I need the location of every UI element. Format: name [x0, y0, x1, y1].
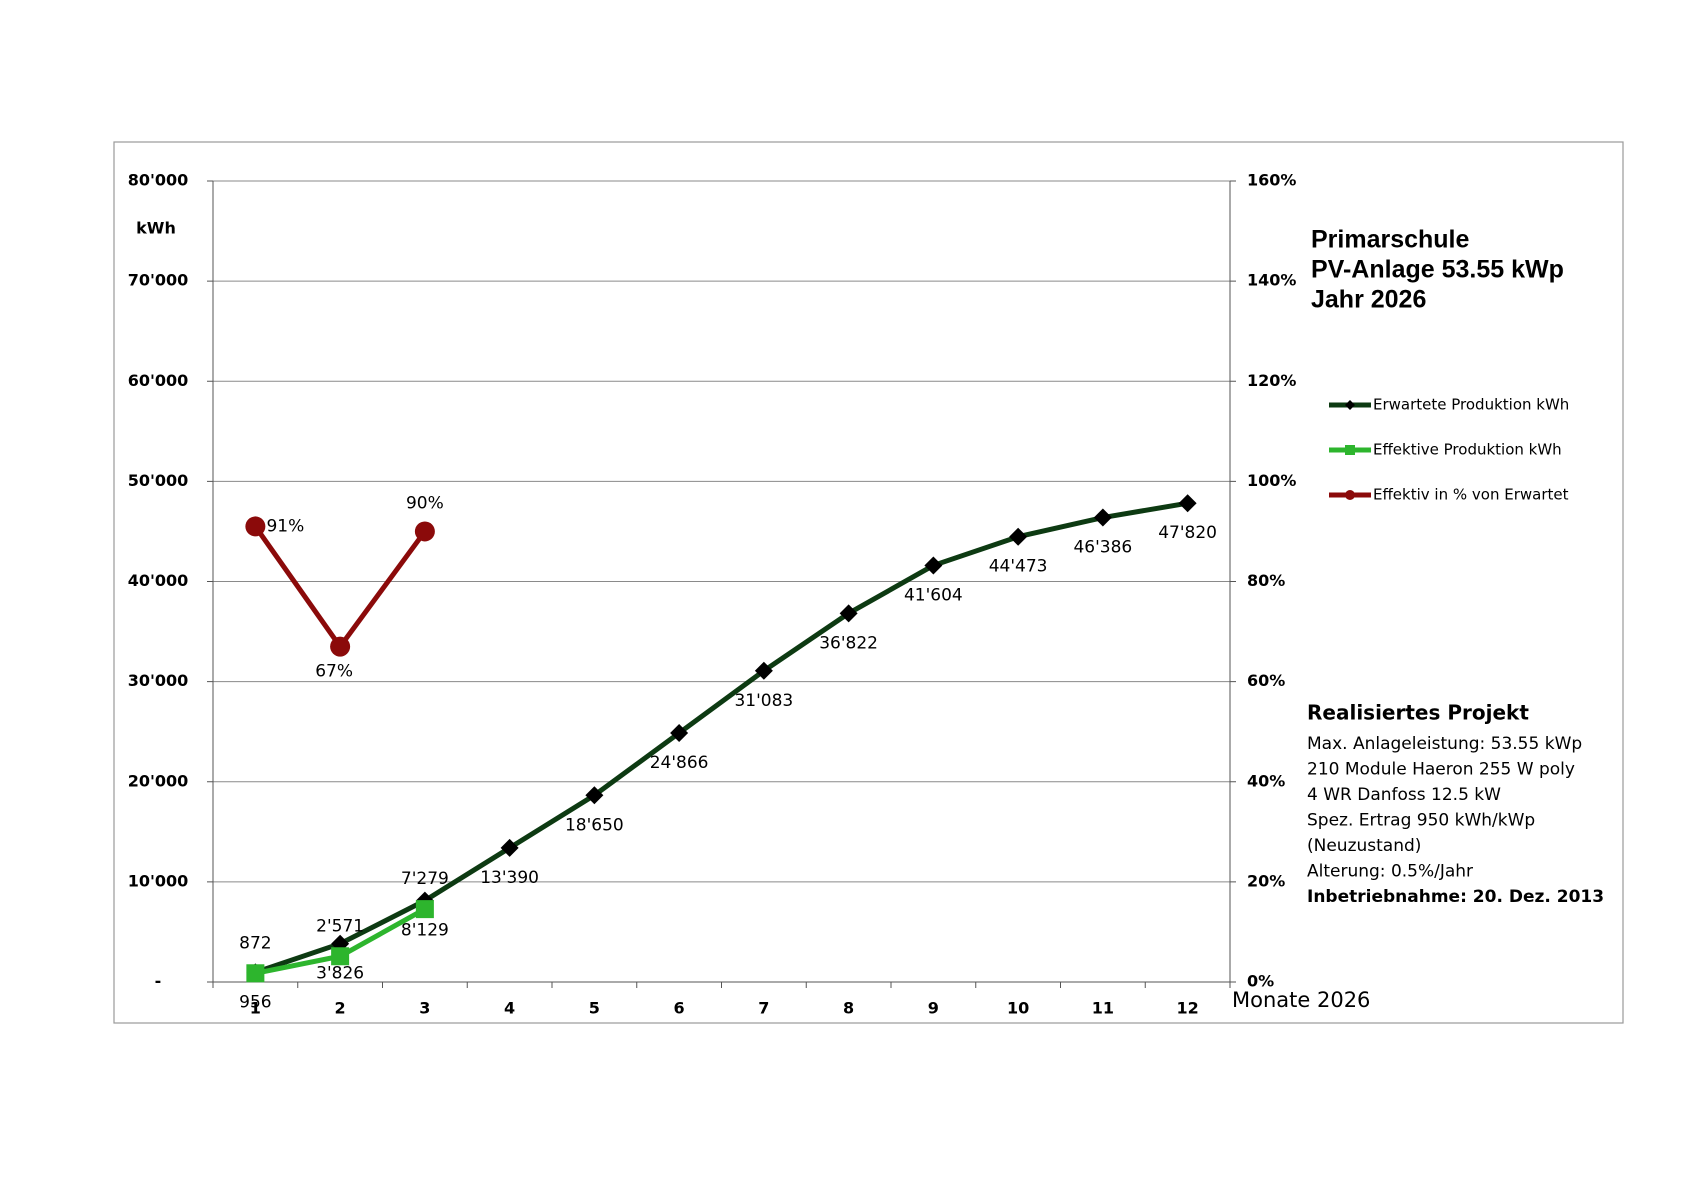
info-line: Alterung: 0.5%/Jahr: [1307, 862, 1473, 882]
legend-label: Erwartete Produktion kWh: [1373, 396, 1569, 414]
data-point: [245, 516, 266, 537]
info-line: Spez. Ertrag 950 kWh/kWp: [1307, 811, 1535, 831]
y2-tick-label: 80%: [1247, 571, 1285, 590]
y-tick-label: 60'000: [128, 371, 189, 390]
legend-marker: [1345, 490, 1355, 500]
data-label: 3'826: [316, 964, 364, 984]
y2-tick-label: 140%: [1247, 271, 1296, 290]
data-label: 67%: [315, 662, 353, 682]
data-point: [754, 661, 773, 680]
data-point: [414, 521, 435, 542]
data-point: [1009, 527, 1028, 546]
x-tick-label: 2: [335, 999, 346, 1018]
data-label: 41'604: [904, 585, 963, 605]
series-line: [254, 500, 1189, 975]
legend-marker: [1345, 445, 1355, 455]
x-tick-label: 3: [419, 999, 430, 1018]
info-line: (Neuzustand): [1307, 836, 1421, 856]
x-tick-label: 1: [250, 999, 261, 1018]
data-label: 44'473: [989, 557, 1048, 577]
info-line: 4 WR Danfoss 12.5 kW: [1307, 785, 1501, 805]
y-tick-label: -: [155, 972, 162, 991]
x-tick-label: 6: [674, 999, 685, 1018]
x-tick-label: 9: [928, 999, 939, 1018]
data-point: [670, 724, 689, 743]
y2-tick-label: 160%: [1247, 171, 1296, 190]
chart-title: PV-Anlage 53.55 kWp: [1311, 256, 1564, 284]
y2-tick-label: 0%: [1247, 972, 1274, 991]
data-label: 8'129: [401, 921, 449, 941]
data-point: [585, 786, 604, 805]
data-label: 956: [239, 992, 271, 1012]
y-axis-label: kWh: [136, 219, 176, 238]
data-label: 7'279: [401, 869, 449, 889]
data-point: [839, 604, 858, 623]
y-tick-label: 10'000: [128, 871, 189, 890]
y2-tick-label: 40%: [1247, 771, 1285, 790]
y-tick-label: 40'000: [128, 571, 189, 590]
data-label: 13'390: [480, 868, 539, 888]
data-point: [331, 947, 350, 966]
chart-title: Primarschule: [1311, 226, 1470, 254]
legend-label: Effektive Produktion kWh: [1373, 441, 1562, 459]
data-point: [500, 838, 519, 857]
data-label: 47'820: [1158, 523, 1217, 543]
data-label: 91%: [266, 516, 304, 536]
data-point: [1178, 494, 1197, 513]
chart-title: Jahr 2026: [1311, 286, 1426, 314]
x-tick-label: 11: [1092, 999, 1114, 1018]
data-point: [415, 900, 434, 919]
y-tick-label: 80'000: [128, 171, 189, 190]
data-label: 90%: [406, 493, 444, 513]
y-tick-label: 70'000: [128, 271, 189, 290]
data-label: 31'083: [734, 691, 793, 711]
y-tick-label: 30'000: [128, 671, 189, 690]
data-point: [330, 636, 351, 657]
x-axis-label: Monate 2026: [1232, 988, 1370, 1012]
legend-label: Effektiv in % von Erwartet: [1373, 486, 1569, 504]
x-tick-label: 10: [1007, 999, 1029, 1018]
data-label: 872: [239, 933, 271, 953]
info-footer: Inbetriebnahme: 20. Dez. 2013: [1307, 887, 1604, 907]
x-tick-label: 4: [504, 999, 515, 1018]
data-point: [246, 964, 265, 983]
info-line: Max. Anlageleistung: 53.55 kWp: [1307, 734, 1582, 754]
y2-tick-label: 100%: [1247, 471, 1296, 490]
x-tick-label: 8: [843, 999, 854, 1018]
data-point: [924, 556, 943, 575]
info-line: 210 Module Haeron 255 W poly: [1307, 760, 1575, 780]
data-label: 2'571: [316, 916, 364, 936]
chart-frame: [113, 141, 1624, 1024]
data-label: 36'822: [819, 633, 878, 653]
data-label: 24'866: [650, 753, 709, 773]
x-tick-label: 7: [758, 999, 769, 1018]
y2-tick-label: 60%: [1247, 671, 1285, 690]
data-label: 18'650: [565, 815, 624, 835]
data-label: 46'386: [1073, 538, 1132, 558]
y2-tick-label: 120%: [1247, 371, 1296, 390]
data-point: [1093, 508, 1112, 527]
y-tick-label: 20'000: [128, 771, 189, 790]
legend-marker: [1345, 400, 1355, 410]
x-tick-label: 5: [589, 999, 600, 1018]
x-tick-label: 12: [1176, 999, 1198, 1018]
y2-tick-label: 20%: [1247, 871, 1285, 890]
info-heading: Realisiertes Projekt: [1307, 701, 1529, 725]
y-tick-label: 50'000: [128, 471, 189, 490]
